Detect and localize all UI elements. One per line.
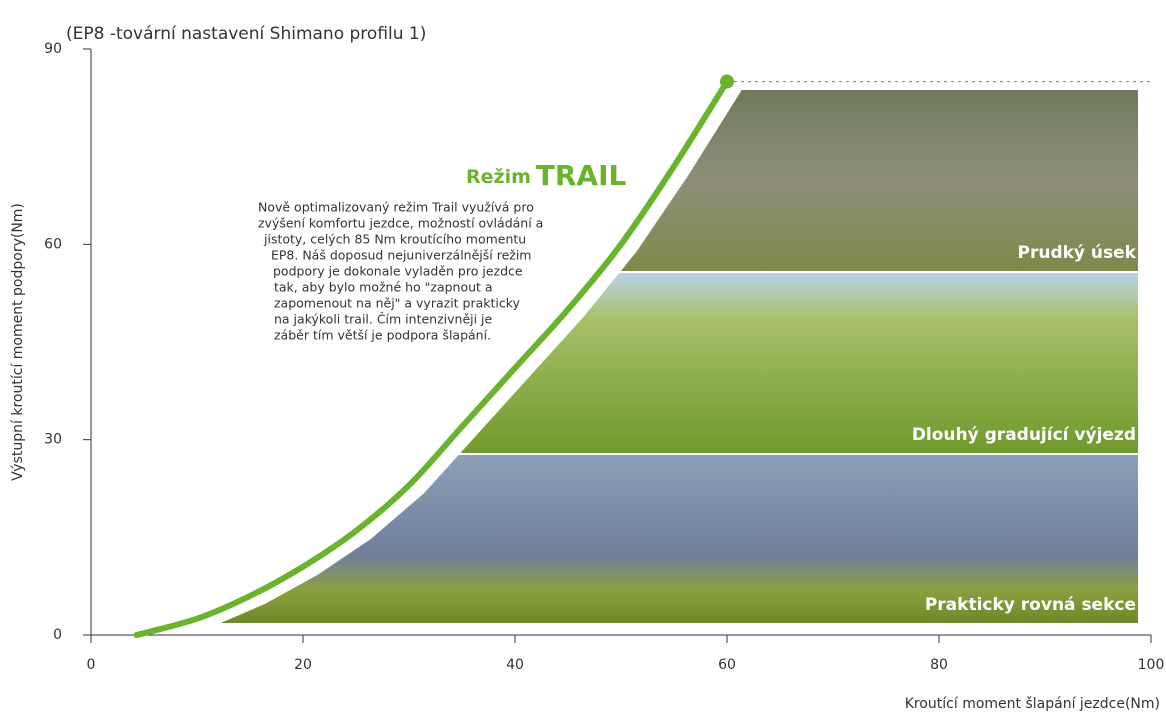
annotation-line: zvýšení komfortu jezdce, možností ovládá… [258,216,543,231]
annotation-line: EP8. Náš doposud nejuniverzálnější režim [271,248,531,263]
photo-panels [151,90,1138,623]
x-axis-label: Kroutící moment šlapání jezdce(Nm) [905,696,1160,712]
y-tick-label: 90 [44,41,62,57]
x-tick-label: 60 [718,657,736,673]
x-tick-label: 20 [294,657,312,673]
annotation-title-main: TRAIL [536,159,627,192]
x-tick-label: 0 [87,657,96,673]
x-tick-label: 100 [1138,657,1165,673]
photo-label: Prakticky rovná sekce [925,595,1136,615]
annotation-line: záběr tím větší je podpora šlapání. [274,328,491,343]
x-tick-label: 40 [506,657,524,673]
annotation-line: podpory je dokonale vyladěn pro jezdce [273,264,523,279]
y-tick-label: 30 [44,432,62,448]
annotation-line: zapomenout na něj" a vyrazit prakticky [274,296,521,311]
annotation-line: jistoty, celých 85 Nm kroutícího momentu [263,232,526,247]
line [133,78,730,638]
photo-label: Prudký úsek [1018,243,1137,263]
y-tick-label: 0 [53,627,62,643]
annotation-line: tak, aby bylo možné ho "zapnout a [274,280,493,295]
annotation-title-prefix: Režim [466,166,531,188]
end-point [720,74,734,89]
y-axis-label: Výstupní kroutící moment podpory(Nm) [10,203,26,481]
x-tick-label: 80 [930,657,948,673]
annotation-line: Nově optimalizovaný režim Trail využívá … [258,200,534,215]
annotation-line: na jakýkoli trail. Čím intenzivněji je [274,312,493,327]
y-tick-label: 60 [44,236,62,252]
chart-title: (EP8 -tovární nastavení Shimano profilu … [66,24,426,44]
photo-label: Dlouhý gradující výjezd [912,425,1136,445]
annotation-title: Režim TRAIL [466,159,627,192]
